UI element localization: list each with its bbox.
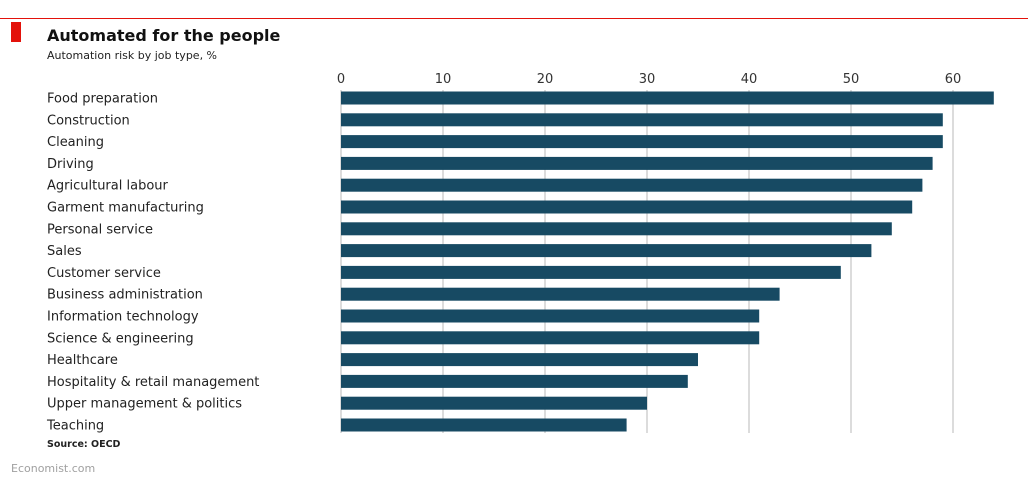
category-labels: Food preparation Construction Cleaning Driv… [46,92,259,434]
bar [341,200,913,214]
category-label: Construction [47,113,130,128]
category-label: Cleaning [47,135,104,150]
bar [341,244,872,258]
category-label: Teaching [46,419,104,434]
x-tick-label: 20 [537,72,554,87]
top-divider [0,18,1028,19]
chart-subtitle: Automation risk by job type, % [47,49,218,62]
red-accent-tag [11,22,21,42]
x-tick-label: 40 [741,72,758,87]
bar [341,396,647,410]
category-label: Information technology [47,310,199,325]
category-label: Agricultural labour [47,179,169,194]
bar [341,309,760,323]
source-note: Source: OECD [47,439,121,450]
bars [341,91,994,432]
brand-footer: Economist.com [11,462,96,475]
x-tick-label: 60 [945,72,962,87]
category-label: Healthcare [47,353,118,368]
bar [341,418,627,432]
bar [341,156,933,170]
x-tick-label: 0 [337,72,345,87]
x-axis-ticks: 0 10 20 30 40 50 60 [337,72,961,87]
category-label: Sales [47,244,82,259]
bar [341,222,892,236]
bar [341,91,994,105]
bar [341,135,943,149]
bar [341,331,760,345]
bar [341,374,688,388]
bar [341,265,841,279]
bar [341,353,698,367]
category-label: Personal service [47,222,153,237]
x-tick-label: 50 [843,72,860,87]
chart-title: Automated for the people [47,26,281,45]
bar [341,113,943,127]
bar [341,178,923,192]
category-label: Hospitality & retail management [47,375,259,390]
category-label: Upper management & politics [47,397,242,412]
category-label: Driving [47,157,94,172]
category-label: Food preparation [47,92,158,107]
category-label: Business administration [47,288,203,303]
bar [341,287,780,301]
category-label: Customer service [47,266,161,281]
category-label: Science & engineering [47,331,194,346]
category-label: Garment manufacturing [47,201,204,216]
x-tick-label: 30 [639,72,656,87]
x-tick-label: 10 [435,72,452,87]
